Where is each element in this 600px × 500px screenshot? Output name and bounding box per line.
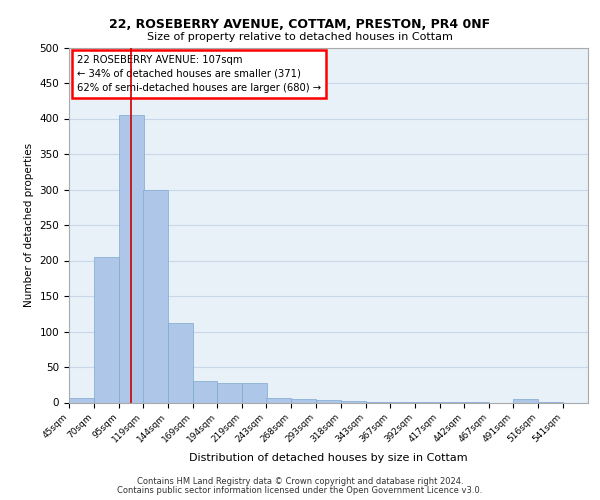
Bar bbox=[217, 382, 242, 402]
Bar bbox=[69, 398, 94, 402]
Bar bbox=[119, 115, 144, 403]
Text: Contains HM Land Registry data © Crown copyright and database right 2024.: Contains HM Land Registry data © Crown c… bbox=[137, 477, 463, 486]
Text: Size of property relative to detached houses in Cottam: Size of property relative to detached ho… bbox=[147, 32, 453, 42]
Bar bbox=[316, 400, 341, 402]
Bar bbox=[242, 384, 267, 402]
Bar bbox=[513, 399, 538, 402]
Bar bbox=[193, 381, 217, 402]
Bar bbox=[167, 323, 193, 402]
Y-axis label: Number of detached properties: Number of detached properties bbox=[24, 143, 34, 307]
Bar bbox=[291, 399, 316, 402]
Bar bbox=[266, 398, 291, 402]
Text: 22, ROSEBERRY AVENUE, COTTAM, PRESTON, PR4 0NF: 22, ROSEBERRY AVENUE, COTTAM, PRESTON, P… bbox=[109, 18, 491, 30]
Text: Contains public sector information licensed under the Open Government Licence v3: Contains public sector information licen… bbox=[118, 486, 482, 495]
Text: 22 ROSEBERRY AVENUE: 107sqm
← 34% of detached houses are smaller (371)
62% of se: 22 ROSEBERRY AVENUE: 107sqm ← 34% of det… bbox=[77, 54, 321, 92]
Bar bbox=[94, 257, 119, 402]
X-axis label: Distribution of detached houses by size in Cottam: Distribution of detached houses by size … bbox=[189, 452, 468, 462]
Bar bbox=[143, 190, 167, 402]
Bar bbox=[341, 401, 366, 402]
